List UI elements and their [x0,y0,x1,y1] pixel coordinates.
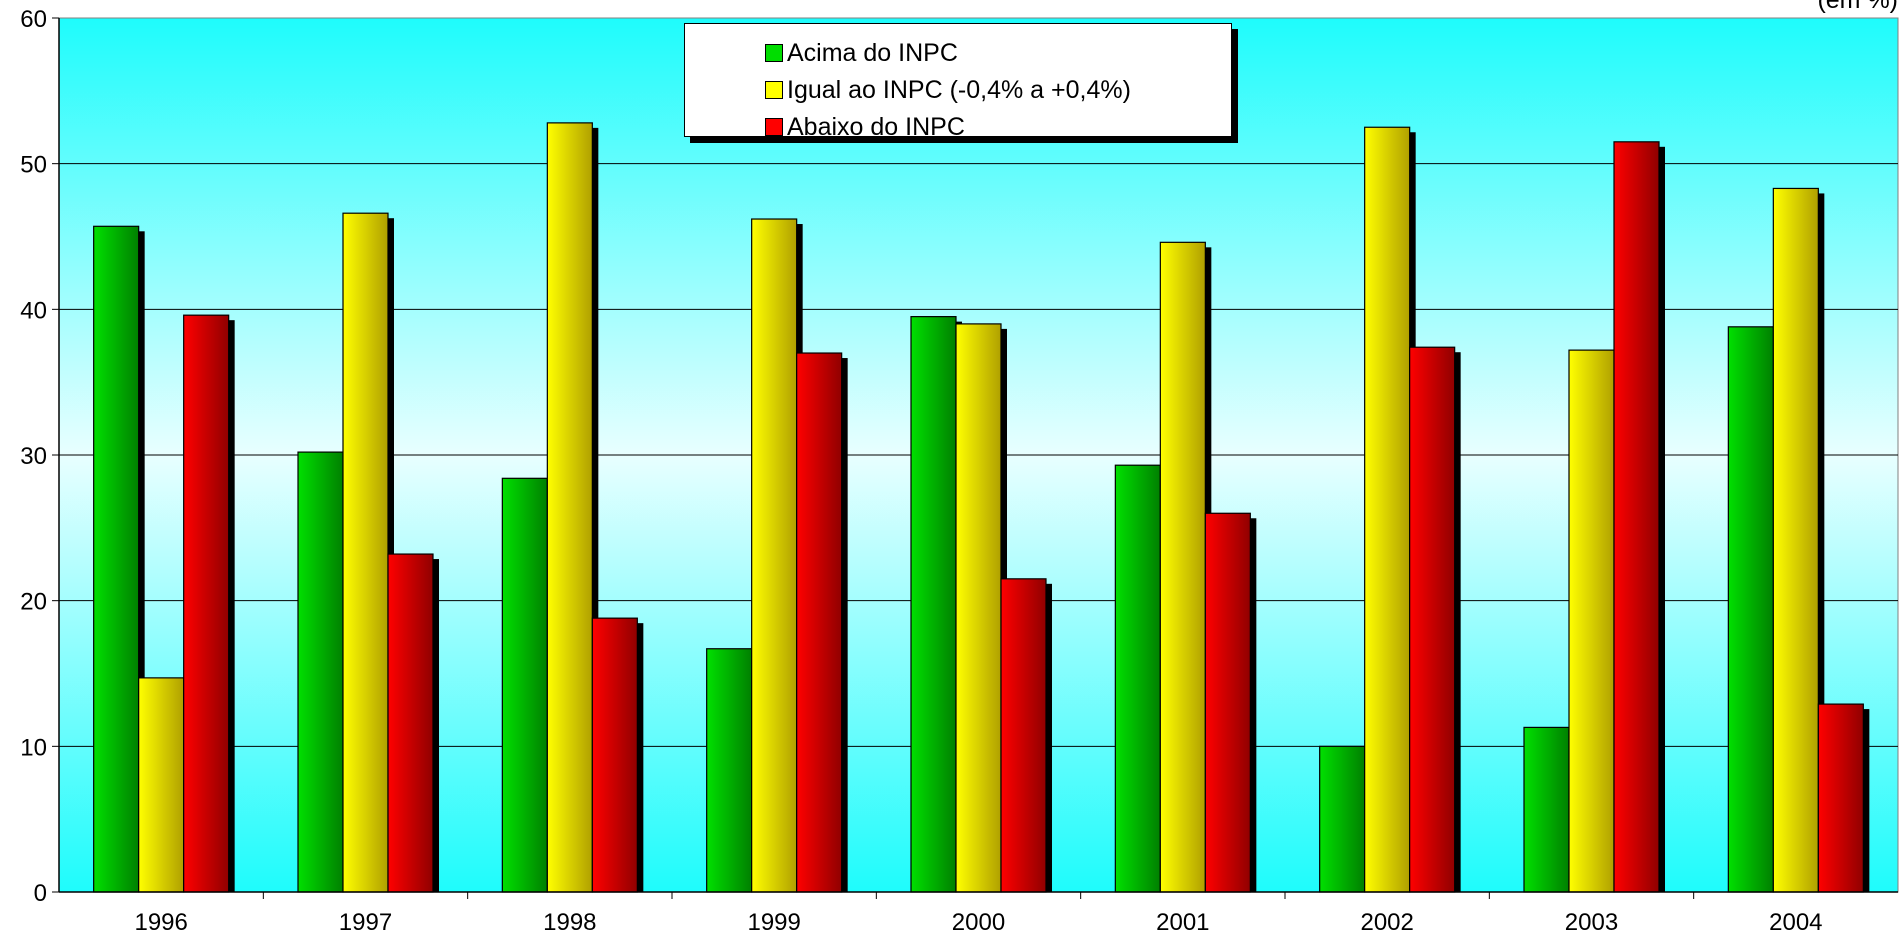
bar [1159,241,1206,893]
bar [591,617,638,893]
bar [1817,703,1864,893]
x-tick-label: 1996 [134,909,187,936]
bar [546,122,593,893]
legend-item-acima: Acima do INPC [765,38,958,68]
bar [910,316,957,893]
bar [706,648,753,893]
legend-label-acima: Acima do INPC [787,38,958,67]
x-tick-label: 2002 [1360,909,1413,936]
y-tick-label: 0 [34,880,47,907]
x-tick-label: 2003 [1565,909,1618,936]
bar [387,553,434,893]
bar [1319,745,1366,893]
x-tick-label: 2000 [952,909,1005,936]
bar [1409,346,1456,893]
y-tick-label: 10 [20,734,47,761]
x-tick-label: 1997 [339,909,392,936]
bar [1523,726,1570,893]
bar [297,451,344,893]
bar [342,212,389,893]
x-tick-label: 1998 [543,909,596,936]
bar [1568,349,1615,893]
legend-swatch-red [765,118,783,136]
bar [796,352,843,893]
bar [1364,126,1411,893]
bar [183,314,230,893]
legend-item-abaixo: Abaixo do INPC [765,112,965,142]
x-tick-label: 2004 [1769,909,1822,936]
y-tick-label: 50 [20,152,47,179]
axes: 0 10 20 30 40 50 60 1996 1997 1998 1999 2000 2001 200… [20,6,1898,936]
y-tick-label: 60 [20,6,47,33]
legend: Acima do INPC Igual ao INPC (-0,4% a +0,… [684,23,1232,141]
bar [1204,512,1251,893]
bar [93,225,140,893]
bar [1613,141,1660,893]
y-tick-label: 40 [20,297,47,324]
bar [955,323,1002,893]
bar [138,677,185,893]
bar [1772,187,1819,893]
legend-swatch-yellow [765,81,783,99]
x-tick-label: 2001 [1156,909,1209,936]
legend-swatch-green [765,44,783,62]
legend-label-abaixo: Abaixo do INPC [787,112,965,141]
bar [1114,464,1161,893]
y-tick-label: 20 [20,589,47,616]
y-tick-label: 30 [20,443,47,470]
legend-label-igual: Igual ao INPC (-0,4% a +0,4%) [787,75,1131,104]
bar [1000,578,1047,893]
x-tick-label: 1999 [747,909,800,936]
bar [1727,326,1774,893]
unit-label: (em %) [1817,0,1898,14]
bar [751,218,798,893]
bar [501,477,548,893]
legend-item-igual: Igual ao INPC (-0,4% a +0,4%) [765,75,1131,105]
